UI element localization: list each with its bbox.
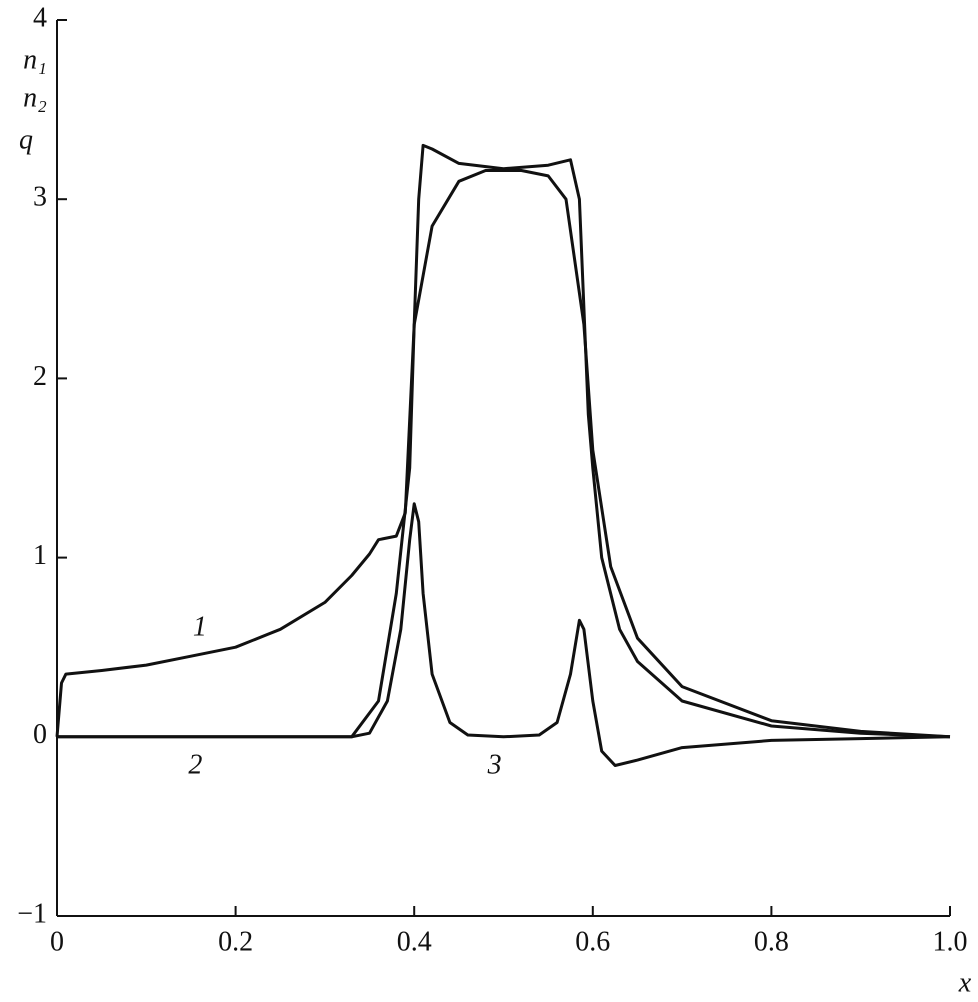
y-axis-label: q <box>19 124 33 155</box>
x-tick-label: 0.8 <box>754 926 789 957</box>
y-tick-label: −1 <box>17 898 47 929</box>
line <box>57 502 951 767</box>
curve-label: 3 <box>487 750 502 781</box>
y-tick-label: 0 <box>33 719 47 750</box>
x-axis-label: x <box>958 967 972 998</box>
x-tick-label: 1.0 <box>933 926 968 957</box>
line <box>57 143 951 739</box>
x-tick-label: 0 <box>50 926 64 957</box>
line <box>55 169 951 739</box>
x-tick-label: 0.2 <box>218 926 253 957</box>
y-axis-label: n₂ <box>23 82 47 113</box>
curve-label: 1 <box>193 612 207 643</box>
y-tick-label: 2 <box>33 361 47 392</box>
x-tick-label: 0.6 <box>575 926 610 957</box>
y-tick-label: 3 <box>33 182 47 213</box>
curve-label: 2 <box>188 750 202 781</box>
x-tick-label: 0.4 <box>397 926 432 957</box>
y-tick-label: 4 <box>33 2 47 33</box>
y-tick-label: 1 <box>33 540 47 571</box>
y-axis-label: n₁ <box>23 44 47 75</box>
